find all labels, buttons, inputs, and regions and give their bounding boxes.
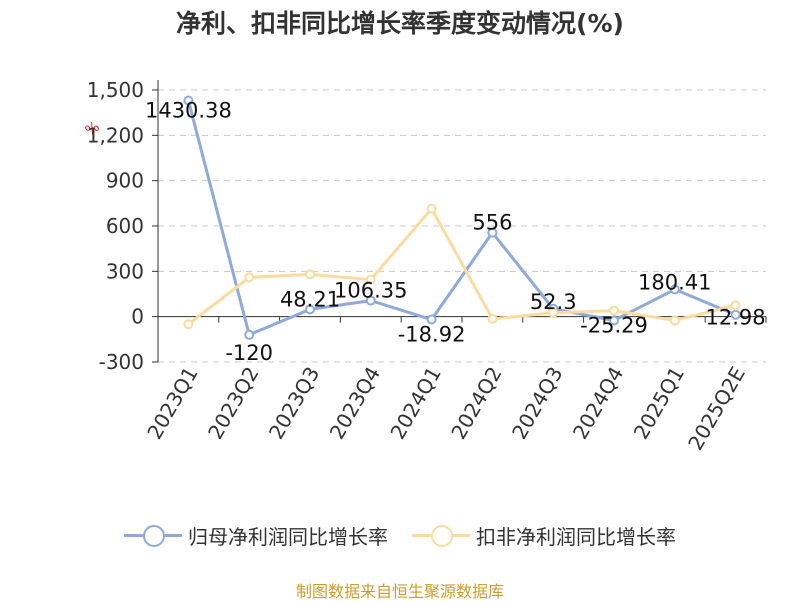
data-label: -25.29 xyxy=(580,313,648,337)
data-point-deducted-profit xyxy=(305,269,315,280)
y-tick-label: 300 xyxy=(106,259,144,283)
data-point-net-profit xyxy=(730,309,741,320)
data-point-deducted-profit xyxy=(244,272,255,283)
data-label: -120 xyxy=(225,341,273,365)
data-point-deducted-profit xyxy=(730,300,741,311)
x-tick-label: 2025Q2E xyxy=(683,363,750,455)
data-point-net-profit xyxy=(305,304,315,315)
legend-swatch-deducted-profit xyxy=(412,520,470,550)
data-label: -18.92 xyxy=(398,323,466,347)
data-point-net-profit xyxy=(669,284,680,295)
x-tick-label: 2024Q2 xyxy=(446,363,506,444)
x-tick-label: 2023Q3 xyxy=(264,363,324,444)
x-tick-label: 2024Q4 xyxy=(568,363,628,444)
legend: 归母净利润同比增长率 扣非净利润同比增长率 xyxy=(0,520,800,550)
y-tick-label: 1,200 xyxy=(87,123,144,147)
y-tick-label: 1,500 xyxy=(87,78,144,102)
data-label: 556 xyxy=(472,211,512,235)
chart-title: 净利、扣非同比增长率季度变动情况(%) xyxy=(176,9,624,38)
x-tick-label: 2023Q2 xyxy=(203,363,263,444)
y-tick-label: -300 xyxy=(99,350,144,374)
legend-item-deducted-profit[interactable]: 扣非净利润同比增长率 xyxy=(412,520,676,550)
data-point-deducted-profit xyxy=(669,315,680,326)
legend-swatch-net-profit xyxy=(124,520,182,550)
x-tick-label: 2024Q3 xyxy=(507,363,567,444)
data-label: 1430.38 xyxy=(145,99,232,123)
legend-item-net-profit[interactable]: 归母净利润同比增长率 xyxy=(124,520,388,550)
data-point-deducted-profit xyxy=(426,203,437,214)
data-label: 52.3 xyxy=(530,290,577,314)
data-point-deducted-profit xyxy=(609,305,619,316)
x-tick-label: 2023Q4 xyxy=(325,363,385,444)
data-point-net-profit xyxy=(426,314,437,325)
x-tick-label: 2024Q1 xyxy=(385,362,445,443)
data-source-note: 制图数据来自恒生聚源数据库 xyxy=(295,582,504,601)
data-point-net-profit xyxy=(244,329,255,340)
y-tick-label: 900 xyxy=(106,169,144,193)
data-label: 180.41 xyxy=(638,270,711,294)
data-label: 106.35 xyxy=(334,279,407,303)
x-tick-label: 2025Q1 xyxy=(629,363,689,444)
x-tick-label: 2023Q1 xyxy=(142,363,202,444)
data-point-net-profit xyxy=(183,95,194,106)
legend-label-net-profit: 归母净利润同比增长率 xyxy=(188,524,388,549)
y-tick-label: 0 xyxy=(131,305,144,329)
data-point-deducted-profit xyxy=(365,274,376,285)
data-point-deducted-profit xyxy=(548,307,559,318)
data-label: 48.21 xyxy=(280,287,340,311)
data-point-net-profit xyxy=(365,295,376,306)
data-point-net-profit xyxy=(487,227,498,238)
data-label: 12.98 xyxy=(706,306,766,330)
data-point-deducted-profit xyxy=(183,319,194,330)
legend-label-deducted-profit: 扣非净利润同比增长率 xyxy=(476,524,676,549)
series-line-net-profit xyxy=(186,100,737,337)
data-point-deducted-profit xyxy=(487,313,498,324)
data-point-net-profit xyxy=(609,315,619,326)
series-line-deducted-profit xyxy=(187,207,736,326)
y-tick-label: 600 xyxy=(106,214,144,238)
